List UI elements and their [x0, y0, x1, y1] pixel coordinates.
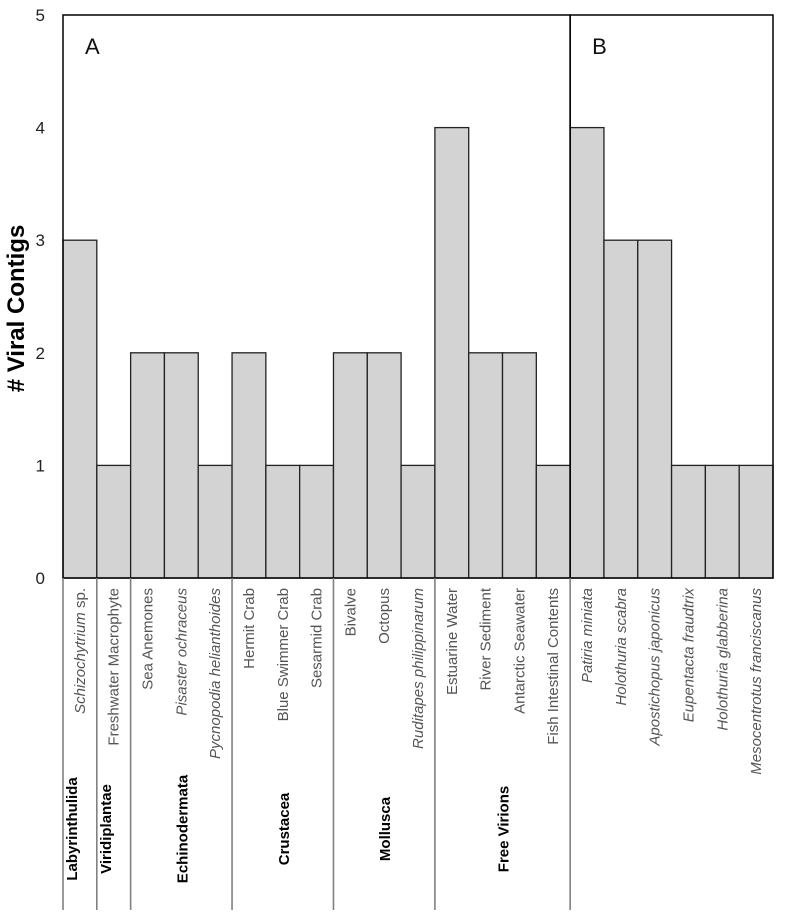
y-tick-label: 1 — [36, 456, 45, 475]
x-category-label: Eupentacta fraudtrix — [680, 588, 697, 723]
x-category-label: River Sediment — [478, 587, 495, 690]
x-category-label: Pycnopodia helianthoides — [207, 588, 224, 759]
x-category-label: Holothuria glabberina — [714, 588, 731, 731]
group-label: Crustacea — [276, 792, 293, 865]
x-category-label: Antarctic Seawater — [511, 588, 528, 714]
x-category-label: Estuarine Water — [444, 588, 461, 695]
y-tick-label: 4 — [36, 119, 45, 138]
x-category-label: Patiria miniata — [579, 588, 596, 683]
panel-frame-b — [569, 14, 774, 579]
x-category-label: Apostichopus japonicus — [647, 588, 664, 747]
x-category-label: Octopus — [376, 588, 393, 644]
x-category-label: Blue Swimmer Crab — [275, 588, 292, 721]
x-category-label: Schizochytrium sp. — [72, 588, 89, 714]
y-axis-label: # Viral Contigs — [3, 225, 30, 393]
group-label: Mollusca — [377, 796, 394, 861]
x-category-label: Sesarmid Crab — [309, 588, 326, 688]
panel-label-a: A — [85, 34, 100, 59]
panel-label-b: B — [592, 34, 607, 59]
y-tick-label: 2 — [36, 344, 45, 363]
x-category-label: Holothuria scabra — [613, 588, 630, 706]
group-label: Free Virions — [496, 786, 513, 872]
x-category-label: Pisaster ochraceus — [173, 588, 190, 716]
x-category-label: Sea Anemones — [140, 588, 157, 690]
x-category-label: Hermit Crab — [241, 588, 258, 669]
x-category-label: Mesocentrotus franciscanus — [748, 588, 765, 775]
y-tick-label: 0 — [36, 569, 45, 588]
x-category-label: Ruditapes philippinarum — [410, 588, 427, 749]
x-category-label: Fish Intestinal Contents — [545, 588, 562, 745]
group-label: Labyrinthulida — [64, 777, 81, 881]
x-category-label: Bivalve — [342, 588, 359, 636]
y-tick-label: 3 — [36, 231, 45, 250]
group-label: Viridiplantae — [98, 784, 115, 874]
y-tick-label: 5 — [36, 6, 45, 25]
group-label: Echinodermata — [174, 774, 191, 883]
x-category-label: Freshwater Macrophyte — [106, 588, 123, 746]
